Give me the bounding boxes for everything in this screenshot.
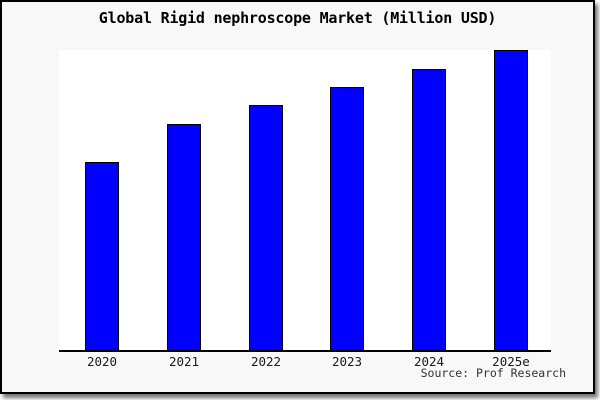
x-tick-label-2024: 2024 — [413, 354, 445, 369]
bar-2021 — [167, 124, 201, 350]
x-tick-label-2025e: 2025e — [492, 354, 530, 369]
bar-2025e — [494, 50, 528, 350]
x-tick-label-2023: 2023 — [331, 354, 363, 369]
plot-area — [59, 50, 551, 352]
bar-2022 — [249, 105, 283, 350]
bar-2024 — [412, 69, 446, 350]
bar-2023 — [330, 87, 364, 350]
x-tick-label-2021: 2021 — [168, 354, 200, 369]
source-note: Source: Prof Research — [420, 366, 566, 380]
bar-2020 — [85, 162, 119, 350]
x-tick-label-2020: 2020 — [86, 354, 118, 369]
chart-frame: Global Rigid nephroscope Market (Million… — [0, 0, 595, 394]
chart-title: Global Rigid nephroscope Market (Million… — [98, 9, 497, 27]
x-tick-label-2022: 2022 — [250, 354, 282, 369]
